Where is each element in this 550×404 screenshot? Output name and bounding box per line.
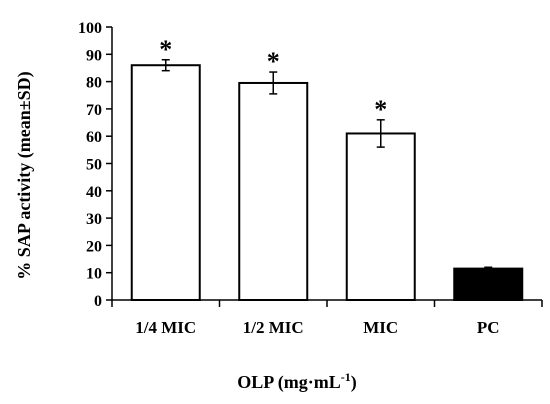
x-axis-title-superscript: -1 bbox=[341, 370, 351, 384]
category-label: 1/4 MIC bbox=[135, 318, 196, 337]
y-tick-label: 100 bbox=[78, 20, 102, 37]
y-axis-title: % SAP activity (mean±SD) bbox=[14, 71, 35, 279]
y-tick-label: 30 bbox=[86, 211, 102, 228]
category-label: MIC bbox=[363, 318, 398, 337]
y-tick-label: 70 bbox=[86, 102, 102, 119]
significance-star: * bbox=[159, 35, 172, 64]
y-tick-label: 80 bbox=[86, 75, 102, 92]
bar bbox=[130, 64, 201, 301]
y-tick-label: 40 bbox=[86, 184, 102, 201]
y-tick-label: 10 bbox=[86, 266, 102, 283]
bars bbox=[130, 64, 524, 302]
x-axis-title-main: OLP (mg·mL bbox=[237, 372, 341, 393]
category-label: 1/2 MIC bbox=[243, 318, 304, 337]
x-axis-title: OLP (mg·mL-1) bbox=[237, 370, 357, 393]
y-tick-label: 50 bbox=[86, 157, 102, 174]
y-tick-label: 60 bbox=[86, 129, 102, 146]
significance-markers: * * * bbox=[159, 35, 387, 124]
y-tick-label: 90 bbox=[86, 47, 102, 64]
bar bbox=[345, 132, 416, 301]
y-tick-label: 20 bbox=[86, 238, 102, 255]
error-bars bbox=[161, 59, 493, 271]
bar bbox=[238, 81, 309, 301]
y-ticks: 0 10 20 30 40 50 60 70 80 90 100 bbox=[78, 20, 112, 310]
y-tick-label: 0 bbox=[94, 293, 102, 310]
category-label: PC bbox=[477, 318, 500, 337]
category-labels: 1/4 MIC 1/2 MIC MIC PC bbox=[135, 318, 499, 337]
bar bbox=[453, 267, 524, 302]
x-ticks bbox=[111, 300, 543, 307]
significance-star: * bbox=[267, 47, 280, 76]
x-axis-title-close: ) bbox=[351, 372, 357, 393]
significance-star: * bbox=[374, 95, 387, 124]
